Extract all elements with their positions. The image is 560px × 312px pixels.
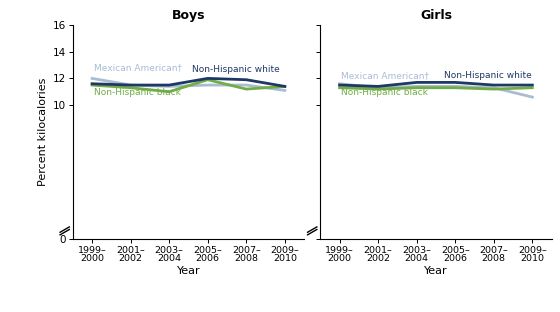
Text: Non-Hispanic white: Non-Hispanic white [444,71,531,80]
Title: Girls: Girls [420,9,452,22]
Text: Non-Hispanic white: Non-Hispanic white [192,66,280,74]
Text: Non-Hispanic black: Non-Hispanic black [94,88,181,97]
X-axis label: Year: Year [176,266,200,276]
X-axis label: Year: Year [424,266,448,276]
Text: Mexican American†: Mexican American† [342,71,430,80]
Y-axis label: Percent kilocalories: Percent kilocalories [39,78,48,186]
Title: Boys: Boys [172,9,205,22]
Text: Mexican American†: Mexican American† [94,63,182,72]
Text: Non-Hispanic black: Non-Hispanic black [342,88,428,97]
